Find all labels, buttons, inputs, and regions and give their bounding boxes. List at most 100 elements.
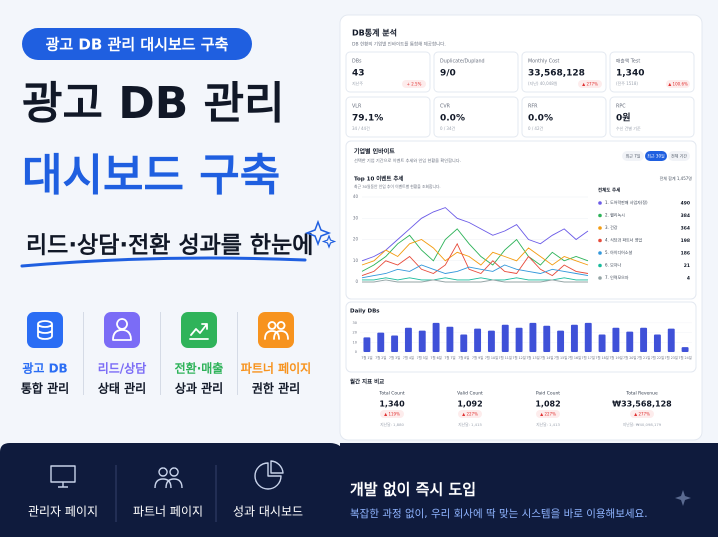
kpi-change: + 2.5% xyxy=(407,81,422,86)
feature-icon xyxy=(189,323,209,340)
x-tick-label: 7월 18일 xyxy=(595,355,608,360)
legend-total: 21 xyxy=(684,263,690,269)
kpi-change-bg xyxy=(402,80,426,88)
footer-icon xyxy=(50,465,76,488)
tab-label[interactable]: 최근 7일 xyxy=(626,152,641,158)
x-tick-label: 7월 14일 xyxy=(540,355,553,360)
x-tick-label: 7월 19일 xyxy=(609,355,622,360)
feature-icon xyxy=(112,318,132,341)
badge-bg xyxy=(22,28,252,60)
legend-label: 1. 도어락판매 사업자(정) xyxy=(605,199,648,205)
tab-label[interactable]: 전체 기간 xyxy=(671,152,687,158)
kpi-change-bg xyxy=(666,80,690,88)
kpi-value: 0.0% xyxy=(440,114,465,124)
bar xyxy=(474,328,482,352)
legend-label: 3. 건강 xyxy=(605,224,618,230)
kpi-label: CVR xyxy=(440,104,451,110)
feature-icon-bg xyxy=(181,312,217,348)
bar xyxy=(460,334,468,352)
footer-item: 파트너 페이지 xyxy=(133,505,203,519)
chart-title: Daily DBs xyxy=(350,309,380,315)
legend-total: 490 xyxy=(681,201,690,207)
y-tick-label: 20 xyxy=(353,331,357,335)
legend-dot xyxy=(598,263,602,268)
x-tick-label: 7월 22일 xyxy=(651,355,664,360)
legend-dot xyxy=(598,226,602,230)
monthly-label: Total Count xyxy=(378,391,405,397)
feature-icon xyxy=(264,321,289,340)
series-line xyxy=(361,207,589,262)
tab-label[interactable]: 최근 30일 xyxy=(647,152,665,158)
monthly-value: 1,092 xyxy=(457,400,482,409)
x-tick-label: 7월 2일 xyxy=(375,355,386,360)
x-tick-label: 7월 15일 xyxy=(554,355,567,360)
kpi-change: ▲ 100.6% xyxy=(668,81,688,86)
bar xyxy=(363,337,371,352)
kpi-label: 매출액 Test xyxy=(616,58,640,65)
title-line1: 광고 DB 관리 xyxy=(22,78,285,129)
bar xyxy=(557,330,565,352)
legend-dot xyxy=(598,251,602,255)
section-title: 기업별 인바이트 xyxy=(354,148,395,156)
footer-description: 복잡한 과정 없이, 우리 회사에 딱 맞는 시스템을 바로 이용해보세요. xyxy=(350,507,648,520)
feature-label: 전환·매출 xyxy=(175,361,224,376)
x-tick-label: 7월 20일 xyxy=(623,355,636,360)
kpi-value: 33,568,128 xyxy=(528,69,585,79)
legend-dot xyxy=(598,276,602,280)
x-tick-label: 7월 10일 xyxy=(485,355,498,360)
bar xyxy=(681,347,689,352)
monthly-change: ▲ 227% xyxy=(540,411,556,416)
monthly-change: ▲ 119% xyxy=(384,411,400,416)
x-tick-label: 7월 1일 xyxy=(361,355,372,360)
series-line xyxy=(362,279,588,283)
series-line xyxy=(361,264,589,279)
tab[interactable] xyxy=(645,151,667,161)
bar xyxy=(377,332,385,352)
kpi-sub: 0 / 34건 xyxy=(440,125,456,131)
kpi-card xyxy=(433,51,519,93)
legend-title: 전체도 추세 xyxy=(598,187,620,194)
bar xyxy=(667,328,675,352)
section-subtitle: 선택한 기업 기간으로 이벤트 추세와 인입 현황을 확인합니다. xyxy=(354,157,461,164)
tab[interactable] xyxy=(622,151,644,161)
feature-label: 리드/상담 xyxy=(98,361,147,376)
footer-item: 관리자 페이지 xyxy=(28,505,98,519)
underline xyxy=(20,256,307,268)
monthly: Total Count 1,340 ▲ 119% 지난달: 1,880 Valid Co… xyxy=(378,391,672,428)
footer-bg-right xyxy=(340,443,718,537)
kpi-card xyxy=(609,96,695,138)
tagline: 리드·상담·전환 성과를 한눈에 xyxy=(26,233,313,259)
sparkle xyxy=(675,490,691,506)
sparkle xyxy=(304,219,332,247)
legend-total: 364 xyxy=(681,226,690,232)
tab[interactable] xyxy=(668,151,690,161)
bar xyxy=(487,330,495,352)
monthly-value: 1,340 xyxy=(379,400,405,409)
kpi-sub: (지난) 40,048원 xyxy=(528,80,558,86)
feature-label: 파트너 페이지 xyxy=(241,361,311,376)
sparkle xyxy=(321,234,337,249)
kpi-label: VLR xyxy=(352,104,362,110)
legend-total: 4 xyxy=(687,276,690,282)
monthly-label: Paid Count xyxy=(536,391,560,397)
bar xyxy=(570,324,578,352)
kpi-value: 0.0% xyxy=(528,114,553,124)
x-tick-label: 7월 8일 xyxy=(458,355,469,360)
x-tick-label: 7월 6일 xyxy=(430,355,441,360)
footer-icon xyxy=(254,460,284,490)
y-tick-label: 0 xyxy=(355,279,358,284)
kpi-value: 9/0 xyxy=(440,69,456,79)
monthly-label: Valid Count xyxy=(457,391,483,397)
monthly-prev: 지난달: 1,880 xyxy=(380,422,404,427)
bar xyxy=(529,322,537,352)
y-tick-label: 30 xyxy=(353,321,357,325)
bar xyxy=(432,322,440,352)
chart-title: Top 10 이벤트 추세 xyxy=(354,175,403,183)
monthly-label: Total Revenue xyxy=(625,391,658,397)
feature-icon xyxy=(37,320,53,340)
x-tick-label: 7월 12일 xyxy=(512,355,525,360)
kpi-value: 1,340 xyxy=(616,69,644,79)
